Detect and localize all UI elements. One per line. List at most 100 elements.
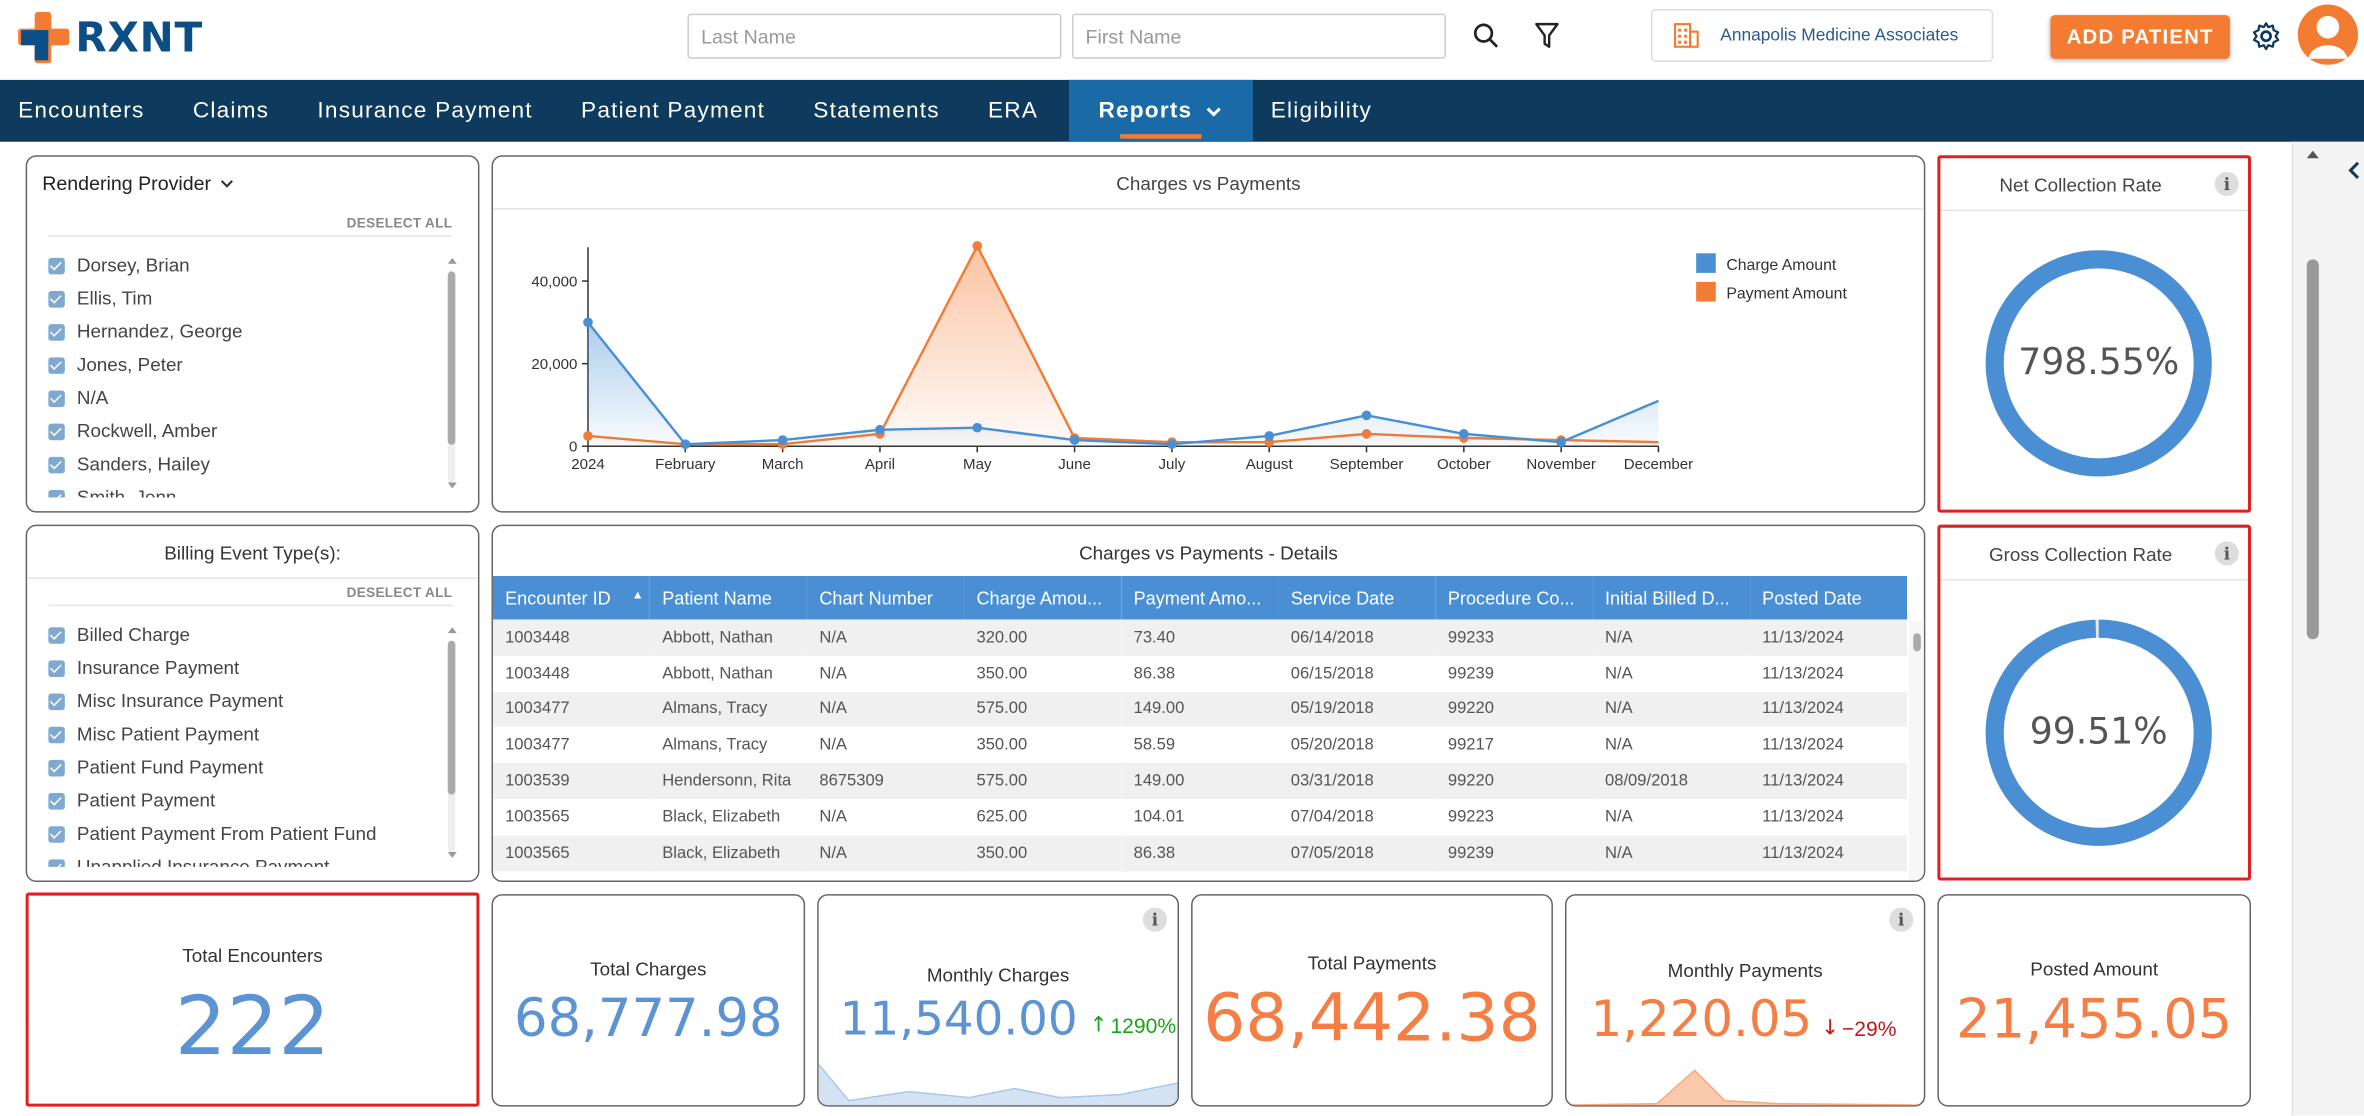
x-tick-label: May (963, 456, 992, 473)
checkbox-checked-icon (48, 725, 65, 743)
scroll-down-icon[interactable] (447, 482, 457, 490)
legend-swatch (1696, 281, 1716, 302)
x-tick-label: March (762, 456, 804, 473)
collapse-panel-icon[interactable] (2346, 160, 2361, 181)
billing-checkbox[interactable]: Misc Insurance Payment (48, 684, 440, 717)
monthly-charges-change: 1290% (1110, 1013, 1177, 1038)
table-cell: 99220 (1435, 691, 1593, 728)
scroll-down-icon[interactable] (447, 851, 457, 860)
info-icon[interactable]: i (1889, 907, 1914, 932)
billing-checkbox[interactable]: Patient Fund Payment (48, 751, 440, 784)
provider-checkbox[interactable]: Ellis, Tim (48, 282, 440, 315)
x-tick-label: August (1246, 456, 1294, 473)
nav-reports[interactable]: Reports (1068, 79, 1253, 142)
billing-checkbox[interactable]: Insurance Payment (48, 651, 440, 684)
provider-checkbox[interactable]: Jones, Peter (48, 348, 440, 381)
provider-checkbox[interactable]: Hernandez, George (48, 315, 440, 348)
nav-statements[interactable]: Statements (795, 80, 970, 142)
nav-encounters[interactable]: Encounters (0, 80, 175, 142)
table-header-row: Encounter ID ▲ Patient Name Chart Number … (493, 575, 1908, 620)
gear-icon[interactable] (2251, 21, 2281, 51)
table-cell: N/A (1592, 619, 1751, 656)
col-procedure-code[interactable]: Procedure Co... (1435, 575, 1593, 620)
gross-rate-value: 99.51% (2029, 710, 2168, 753)
table-cell: 99233 (1435, 619, 1593, 656)
table-cell: 11/13/2024 (1762, 736, 1844, 755)
table-row[interactable]: 1003477 Almans, Tracy N/A 575.00 149.00 05/19… (493, 691, 1908, 728)
col-service-date[interactable]: Service Date (1278, 575, 1436, 620)
billing-checkbox[interactable]: Patient Payment From Patient Fund (48, 817, 440, 850)
provider-checkbox[interactable]: Dorsey, Brian (48, 249, 440, 282)
col-charge-amount[interactable]: Charge Amou... (964, 575, 1122, 620)
billing-scrollbar[interactable] (447, 640, 456, 852)
provider-checkbox[interactable]: N/A (48, 381, 440, 414)
nav-insurance-payment[interactable]: Insurance Payment (299, 80, 563, 142)
filter-icon[interactable] (1533, 21, 1560, 51)
col-payment-amount[interactable]: Payment Amo... (1121, 575, 1279, 620)
provider-checkbox[interactable]: Smith, Jenn (48, 481, 440, 498)
line-chart[interactable]: 0 20,000 40,000 2024 February March April May Ju… (493, 210, 1924, 512)
data-point (680, 439, 691, 450)
col-patient-name[interactable]: Patient Name (650, 575, 808, 620)
table-cell: 07/04/2018 (1290, 807, 1374, 827)
table-row[interactable]: 1003565 Black, Elizabeth N/A 350.00 86.38 07/… (493, 834, 1908, 871)
table-cell: 1003477 (493, 691, 651, 728)
deselect-all-billing[interactable]: DESELECT ALL (346, 584, 453, 601)
rxnt-logo[interactable]: RXNT (18, 12, 203, 64)
practice-selector[interactable]: Annapolis Medicine Associates (1650, 9, 1994, 62)
provider-scrollbar[interactable] (447, 271, 456, 483)
billing-checkbox[interactable]: Misc Patient Payment (48, 718, 440, 751)
gross-rate-ring (1985, 619, 2212, 846)
table-row[interactable]: 1003539 Hendersonn, Rita 8675309 575.00 149.… (493, 763, 1908, 800)
table-cell: 73.40 (1121, 619, 1279, 656)
table-row[interactable]: 1003448 Abbott, Nathan N/A 320.00 73.40 06/14… (493, 619, 1908, 656)
scroll-up-icon[interactable] (2305, 148, 2320, 160)
deselect-all-providers[interactable]: DESELECT ALL (346, 215, 453, 231)
net-rate-ring (1985, 250, 2212, 477)
info-icon[interactable]: i (1142, 907, 1167, 932)
table-cell: 03/31/2018 (1278, 763, 1436, 800)
col-chart-number[interactable]: Chart Number (807, 575, 965, 620)
billing-label: Patient Fund Payment (76, 756, 264, 778)
col-initial-billed-date[interactable]: Initial Billed D... (1592, 575, 1751, 620)
table-row[interactable]: 1003448 Abbott, Nathan N/A 350.00 86.38 06/15… (493, 656, 1907, 692)
table-row[interactable]: 1003477 Almans, Tracy N/A 350.00 58.59 05/20/… (493, 727, 1907, 763)
billing-checkbox[interactable]: Patient Payment (48, 784, 440, 817)
sort-asc-icon: ▲ (631, 587, 644, 601)
page-scrollbar[interactable] (2306, 259, 2319, 640)
chart-title: Charges vs Payments (1116, 173, 1301, 195)
first-name-input[interactable] (1071, 13, 1446, 59)
user-avatar[interactable] (2296, 4, 2359, 65)
nav-eligibility[interactable]: Eligibility (1253, 80, 1402, 142)
provider-checkbox[interactable]: Rockwell, Amber (48, 415, 440, 448)
table-row[interactable]: 1003565 Black, Elizabeth N/A 625.00 104.01 07… (493, 799, 1907, 835)
col-posted-date[interactable]: Posted Date (1750, 575, 1908, 620)
info-icon[interactable]: i (2214, 171, 2239, 197)
table-scrollbar[interactable] (1908, 621, 1924, 881)
monthly-charges-value: 11,540.00 (839, 992, 1078, 1047)
side-panel (2291, 141, 2364, 1116)
provider-dropdown[interactable]: Rendering Provider (42, 172, 234, 194)
info-icon[interactable]: i (2214, 541, 2239, 566)
table-cell: N/A (807, 619, 965, 656)
nav-era[interactable]: ERA (970, 80, 1068, 142)
table-cell: 06/14/2018 (1278, 619, 1436, 656)
x-tick-label: November (1526, 456, 1595, 473)
scroll-up-icon[interactable] (447, 256, 457, 264)
scroll-up-icon[interactable] (447, 626, 457, 634)
divider (48, 235, 453, 237)
table-cell: 11/13/2024 (1750, 691, 1908, 728)
col-encounter-id[interactable]: Encounter ID ▲ (493, 575, 651, 620)
billing-checkbox[interactable]: Billed Charge (48, 618, 440, 651)
search-icon[interactable] (1472, 21, 1502, 51)
table-cell: 104.01 (1133, 807, 1185, 827)
nav-patient-payment[interactable]: Patient Payment (563, 80, 795, 142)
add-patient-button[interactable]: ADD PATIENT (2050, 15, 2230, 59)
legend-label: Payment Amount (1726, 286, 1847, 303)
nav-claims[interactable]: Claims (175, 80, 300, 142)
last-name-input[interactable] (687, 13, 1062, 59)
table-cell: N/A (807, 691, 965, 728)
billing-checkbox[interactable]: Unapplied Insurance Payment (48, 850, 440, 867)
data-point (1167, 439, 1177, 450)
provider-checkbox[interactable]: Sanders, Hailey (48, 448, 440, 481)
